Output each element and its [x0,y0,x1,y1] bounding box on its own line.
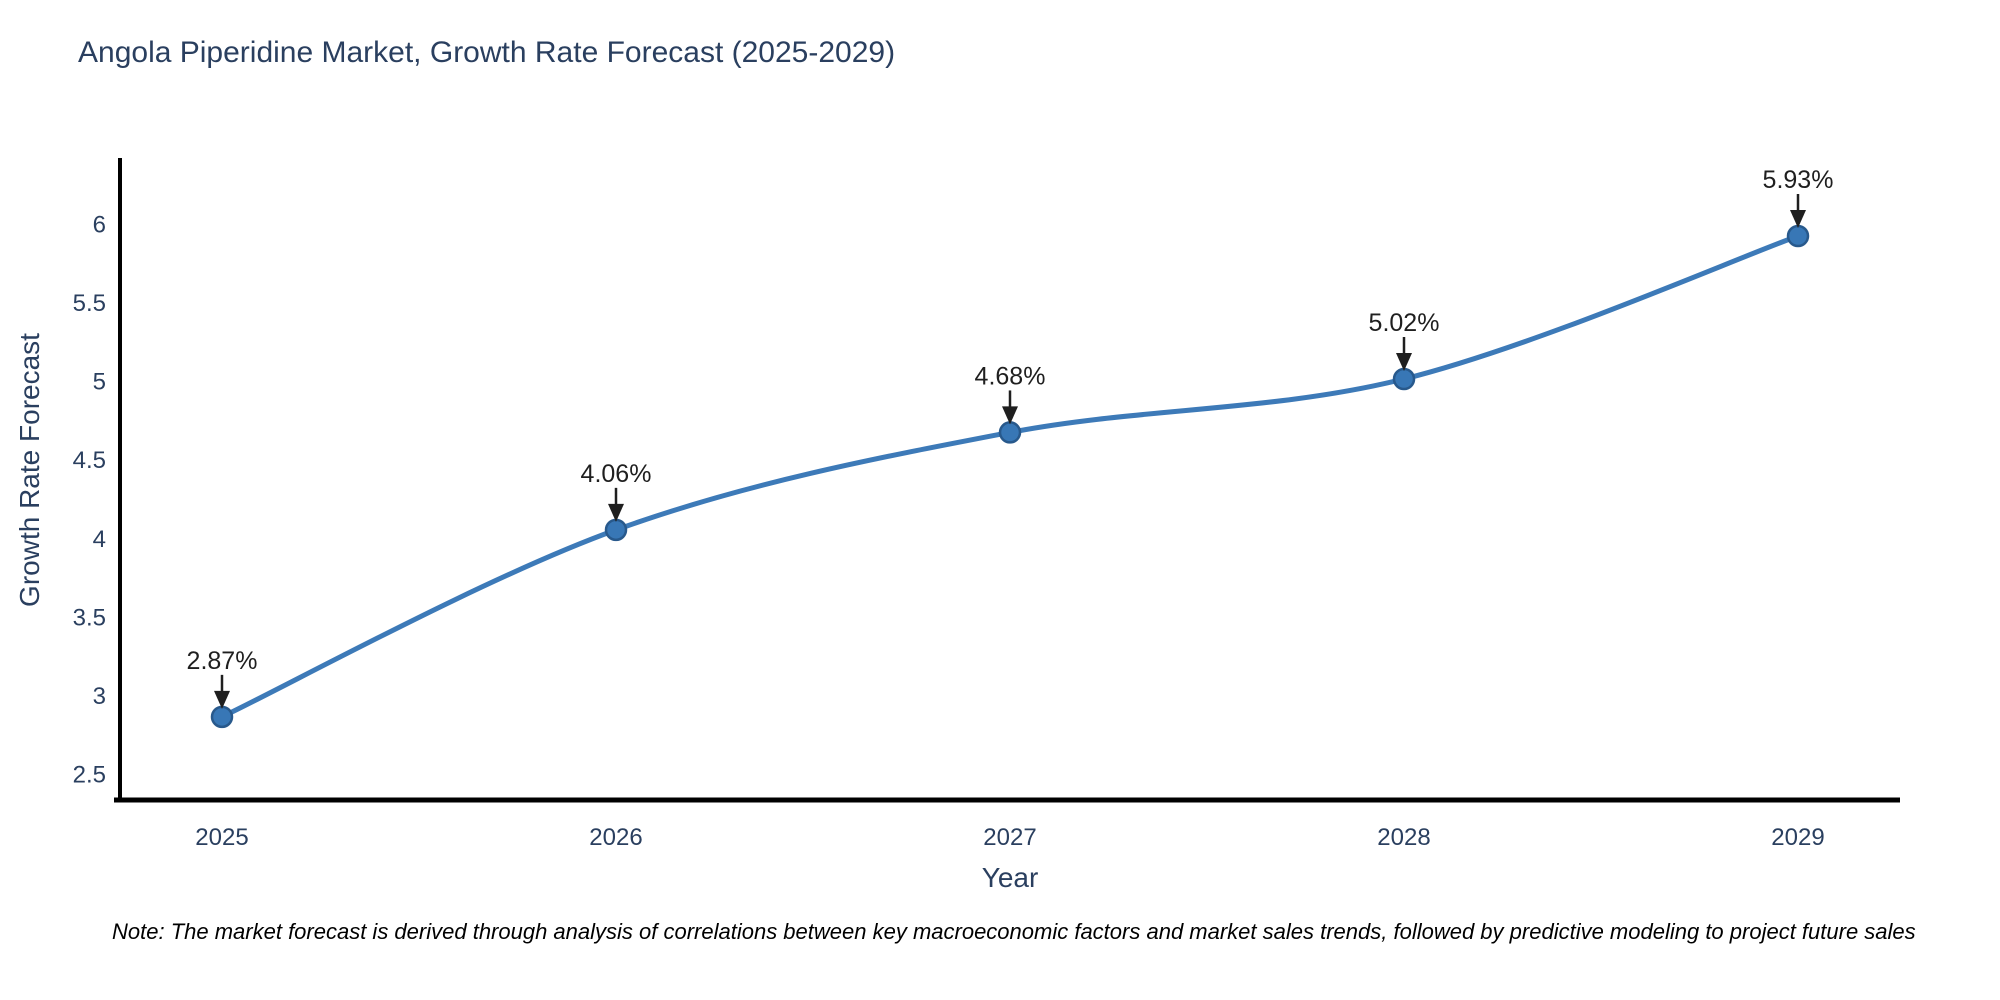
point-value-label: 4.06% [581,460,652,488]
data-point-marker[interactable] [1786,224,1810,248]
chart-title: Angola Piperidine Market, Growth Rate Fo… [78,36,896,69]
annotation-arrowhead [1002,406,1018,425]
data-point-marker[interactable] [998,421,1022,444]
y-tick-label: 2.5 [73,762,106,789]
annotation-arrowhead [1396,353,1412,372]
data-point-marker[interactable] [210,705,234,729]
y-tick-label: 5 [93,369,106,396]
x-axis-title: Year [981,862,1039,893]
x-tick-label: 2026 [589,824,642,851]
annotation-arrowhead [1790,210,1806,229]
point-value-label: 5.93% [1763,166,1834,194]
y-tick-label: 5.5 [73,290,106,317]
y-tick-label: 3.5 [73,604,106,631]
point-value-label: 4.68% [975,362,1046,390]
x-tick-label: 2028 [1377,824,1430,851]
y-tick-label: 4.5 [73,447,106,474]
x-tick-label: 2027 [983,824,1036,851]
y-axis-title: Growth Rate Forecast [14,333,45,607]
trend-line [219,233,1801,720]
y-tick-label: 4 [93,526,106,553]
data-point-marker[interactable] [1392,367,1416,391]
x-tick-label: 2025 [195,824,248,851]
annotation-arrowhead [608,503,624,522]
y-tick-label: 3 [93,683,106,710]
data-point-marker[interactable] [604,518,628,542]
x-tick-label: 2029 [1771,824,1824,851]
point-value-label: 2.87% [187,647,258,675]
y-tick-label: 6 [93,212,106,239]
point-value-label: 5.02% [1369,309,1440,337]
annotation-arrowhead [214,690,230,709]
footnote: Note: The market forecast is derived thr… [112,919,1916,944]
